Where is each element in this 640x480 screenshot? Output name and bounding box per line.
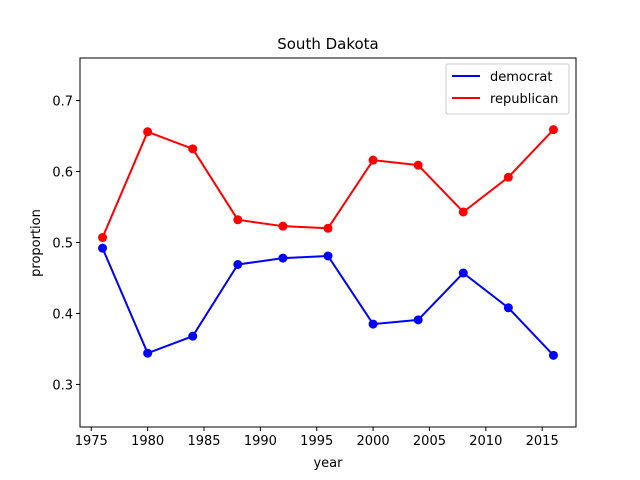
data-point-democrat: [368, 319, 378, 329]
series-line-republican: [101, 128, 555, 238]
data-point-republican: [98, 233, 108, 243]
x-tick-label: 1990: [244, 434, 277, 449]
series-line-democrat: [101, 247, 555, 357]
series-layer: [98, 125, 558, 360]
x-tick-label: 1985: [187, 434, 220, 449]
x-axis: 1975 1980 1985 1990 1995 2000 2005 2010 2015: [75, 427, 559, 449]
data-point-democrat: [503, 303, 513, 313]
data-point-democrat: [278, 253, 288, 263]
x-tick-label: 2010: [469, 434, 502, 449]
legend-label-republican: republican: [490, 92, 558, 107]
x-axis-label: year: [313, 456, 343, 471]
x-tick-label: 1975: [75, 434, 108, 449]
series-republican: [98, 125, 558, 243]
y-axis: 0.3 0.4 0.5 0.6 0.7: [52, 95, 80, 393]
legend-label-democrat: democrat: [490, 70, 552, 85]
data-point-republican: [368, 155, 378, 165]
data-point-republican: [413, 160, 423, 170]
y-tick-label: 0.4: [52, 307, 73, 322]
y-axis-label: proportion: [29, 209, 44, 277]
data-point-democrat: [98, 243, 108, 253]
x-tick-label: 2015: [526, 434, 559, 449]
data-point-republican: [188, 144, 198, 154]
data-point-democrat: [458, 268, 468, 278]
data-point-democrat: [143, 348, 153, 358]
data-point-republican: [458, 207, 468, 217]
data-point-democrat: [413, 315, 423, 325]
data-point-republican: [548, 125, 558, 135]
x-tick-label: 1980: [131, 434, 164, 449]
data-point-democrat: [548, 350, 558, 360]
x-tick-label: 2005: [413, 434, 446, 449]
series-democrat: [98, 243, 558, 360]
legend: democrat republican: [445, 63, 570, 115]
data-point-democrat: [323, 251, 333, 261]
data-point-republican: [503, 172, 513, 182]
chart-title: South Dakota: [277, 35, 379, 53]
data-point-republican: [233, 215, 243, 225]
data-point-republican: [278, 221, 288, 231]
x-tick-label: 2000: [357, 434, 390, 449]
y-tick-label: 0.3: [52, 378, 73, 393]
data-point-republican: [323, 223, 333, 233]
x-tick-label: 1995: [300, 434, 333, 449]
y-tick-label: 0.6: [52, 166, 73, 181]
data-point-republican: [143, 127, 153, 137]
y-tick-label: 0.5: [52, 237, 73, 252]
data-point-democrat: [233, 259, 243, 269]
data-point-democrat: [188, 331, 198, 341]
y-tick-label: 0.7: [52, 95, 73, 110]
